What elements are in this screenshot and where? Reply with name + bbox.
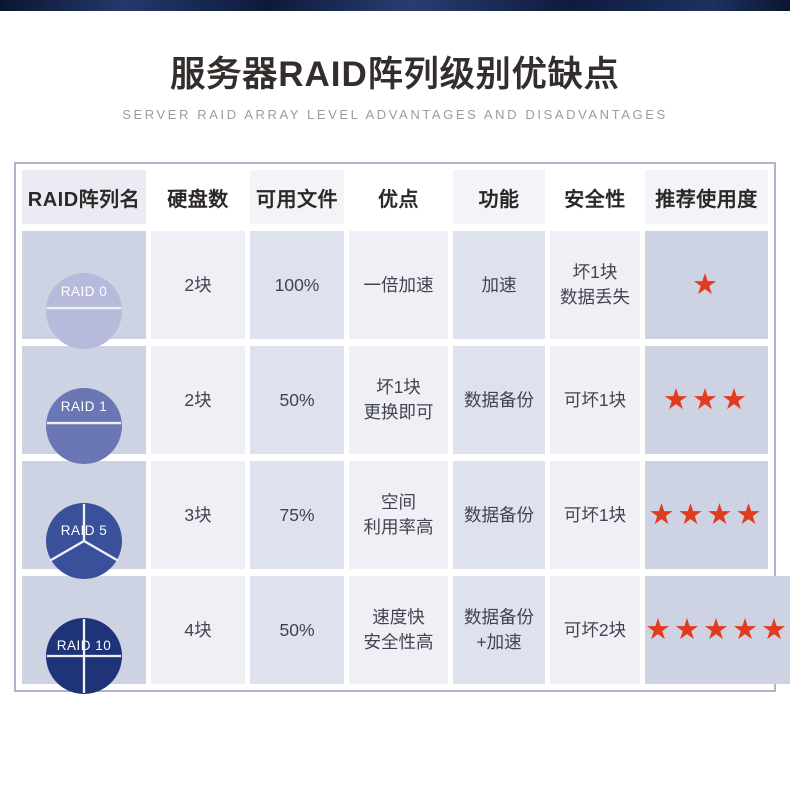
raid0-safety: 坏1块 数据丢失 [550, 231, 640, 340]
header-cell-advantage: 优点 [349, 170, 448, 225]
header-cell-disk-count: 硬盘数 [151, 170, 245, 225]
raid10-safety: 可坏2块 [550, 576, 640, 685]
header-cell-usable: 可用文件 [250, 170, 344, 225]
star-rating: ★★★★ [648, 498, 765, 531]
table-row-raid1: RAID 1 2块 50% 坏1块 更换即可 数据备份 可坏1块 ★★★ [22, 346, 768, 464]
raid1-safety: 可坏1块 [550, 346, 640, 455]
page-title: 服务器RAID阵列级别优缺点 [170, 55, 620, 94]
raid0-pie-icon: RAID 0 [45, 246, 123, 349]
raid0-icon-cell: RAID 0 [22, 231, 146, 349]
table-row-raid5: RAID 5 3块 75% 空间 利用率高 数据备份 可坏1块 ★★★★ [22, 461, 768, 579]
raid10-advantage: 速度快 安全性高 [349, 576, 448, 685]
raid5-label: RAID 5 [60, 523, 108, 539]
header-cell-recommend: 推荐使用度 [645, 170, 768, 225]
raid0-stars: ★ [645, 231, 768, 340]
header-cell-safety: 安全性 [550, 170, 640, 225]
raid0-usable: 100% [250, 231, 344, 340]
raid5-stars: ★★★★ [645, 461, 768, 570]
raid10-usable: 50% [250, 576, 344, 685]
raid0-label: RAID 0 [60, 284, 108, 300]
raid5-function: 数据备份 [453, 461, 545, 570]
table-row-raid10: RAID 10 4块 50% 速度快 安全性高 数据备份 +加速 可坏2块 ★★… [22, 576, 790, 694]
raid10-function: 数据备份 +加速 [453, 576, 545, 685]
raid0-advantage: 一倍加速 [349, 231, 448, 340]
header-cell-raid-name: RAID阵列名 [22, 170, 146, 225]
raid5-icon-cell: RAID 5 [22, 461, 146, 579]
raid1-pie-icon: RAID 1 [45, 361, 123, 464]
raid5-disks: 3块 [151, 461, 245, 570]
raid0-disks: 2块 [151, 231, 245, 340]
raid10-icon-cell: RAID 10 [22, 576, 146, 694]
raid10-label: RAID 10 [56, 638, 112, 654]
star-rating: ★★★ [663, 383, 750, 416]
raid5-advantage: 空间 利用率高 [349, 461, 448, 570]
raid1-function: 数据备份 [453, 346, 545, 455]
header-cell-function: 功能 [453, 170, 545, 225]
raid10-disks: 4块 [151, 576, 245, 685]
raid5-usable: 75% [250, 461, 344, 570]
top-navy-bar [0, 0, 790, 11]
raid1-usable: 50% [250, 346, 344, 455]
raid0-function: 加速 [453, 231, 545, 340]
raid5-safety: 可坏1块 [550, 461, 640, 570]
raid1-label: RAID 1 [60, 399, 108, 415]
raid1-stars: ★★★ [645, 346, 768, 455]
raid10-pie-icon: RAID 10 [45, 591, 123, 694]
star-rating: ★★★★★ [645, 613, 790, 646]
raid1-icon-cell: RAID 1 [22, 346, 146, 464]
raid1-advantage: 坏1块 更换即可 [349, 346, 448, 455]
page-subtitle: SERVER RAID ARRAY LEVEL ADVANTAGES AND D… [122, 107, 668, 123]
raid10-stars: ★★★★★ [645, 576, 790, 685]
raid1-disks: 2块 [151, 346, 245, 455]
table-row-raid0: RAID 0 2块 100% 一倍加速 加速 坏1块 数据丢失 ★ [22, 231, 768, 349]
table-header-row: RAID阵列名 硬盘数 可用文件 优点 功能 安全性 推荐使用度 [22, 170, 768, 225]
star-rating: ★ [692, 268, 721, 301]
title-block: 服务器RAID阵列级别优缺点 SERVER RAID ARRAY LEVEL A… [0, 55, 790, 122]
raid-comparison-table: RAID阵列名 硬盘数 可用文件 优点 功能 安全性 推荐使用度 RAID 0 … [14, 162, 790, 694]
raid5-pie-icon: RAID 5 [45, 476, 123, 579]
